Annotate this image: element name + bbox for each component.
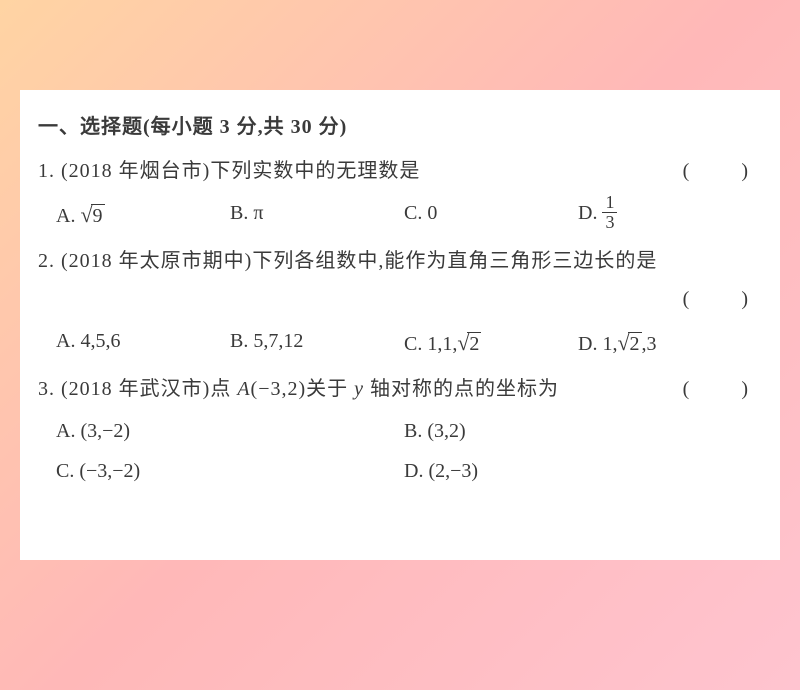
q2-c-prefix: C. 1,1, <box>404 333 457 355</box>
q3-option-a: A. (3,−2) <box>56 412 404 450</box>
q2-d-prefix: D. 1, <box>578 333 617 355</box>
q1-blank-paren: ( ) <box>683 152 752 190</box>
q3-blank-paren: ( ) <box>683 370 752 408</box>
q1-stem-line: 1. (2018 年烟台市)下列实数中的无理数是 ( ) <box>38 152 752 190</box>
q3-option-b: B. (3,2) <box>404 412 752 450</box>
q2-d-radicand: 2 <box>628 332 642 355</box>
q3-option-c: C. (−3,−2) <box>56 452 404 490</box>
q2-d-suffix: ,3 <box>642 333 657 355</box>
q3-stem-mid: (−3,2)关于 <box>251 378 355 400</box>
q1-a-prefix: A. <box>56 205 80 227</box>
question-1: 1. (2018 年烟台市)下列实数中的无理数是 ( ) A. √9 B. π … <box>38 152 752 236</box>
section-title: 一、选择题(每小题 3 分,共 30 分) <box>38 108 752 146</box>
q1-options: A. √9 B. π C. 0 D. 13 <box>56 194 752 236</box>
sqrt-icon: √2 <box>457 322 481 364</box>
q3-stem-line: 3. (2018 年武汉市)点 A(−3,2)关于 y 轴对称的点的坐标为 ( … <box>38 370 752 408</box>
q3-options: A. (3,−2) B. (3,2) C. (−3,−2) D. (2,−3) <box>56 412 752 492</box>
q2-option-b: B. 5,7,12 <box>230 322 404 364</box>
q3-stem: 3. (2018 年武汉市)点 A(−3,2)关于 y 轴对称的点的坐标为 <box>38 370 559 408</box>
q3-axis: y <box>354 378 364 400</box>
q2-stem: 2. (2018 年太原市期中)下列各组数中,能作为直角三角形三边长的是 <box>38 242 752 280</box>
q3-stem-before: 3. (2018 年武汉市)点 <box>38 378 237 400</box>
q1-option-b: B. π <box>230 194 404 236</box>
q2-c-radicand: 2 <box>467 332 481 355</box>
q1-d-num: 1 <box>602 193 617 213</box>
q1-d-prefix: D. <box>578 202 602 224</box>
q2-option-c: C. 1,1,√2 <box>404 322 578 364</box>
q1-option-a: A. √9 <box>56 194 230 236</box>
q2-option-d: D. 1,√2,3 <box>578 322 752 364</box>
sqrt-icon: √9 <box>80 194 104 236</box>
fraction-icon: 13 <box>602 193 617 232</box>
q3-point-name: A <box>237 378 250 400</box>
sqrt-icon: √2 <box>617 322 641 364</box>
q3-stem-after: 轴对称的点的坐标为 <box>364 378 559 400</box>
question-2: 2. (2018 年太原市期中)下列各组数中,能作为直角三角形三边长的是 ( )… <box>38 242 752 364</box>
q1-stem: 1. (2018 年烟台市)下列实数中的无理数是 <box>38 152 420 190</box>
q2-options: A. 4,5,6 B. 5,7,12 C. 1,1,√2 D. 1,√2,3 <box>56 322 752 364</box>
exam-page: 一、选择题(每小题 3 分,共 30 分) 1. (2018 年烟台市)下列实数… <box>20 90 780 560</box>
q2-option-a: A. 4,5,6 <box>56 322 230 364</box>
q3-option-d: D. (2,−3) <box>404 452 752 490</box>
q2-blank-paren: ( ) <box>683 280 752 318</box>
q1-d-den: 3 <box>602 213 617 232</box>
q1-a-radicand: 9 <box>91 204 105 227</box>
q1-option-d: D. 13 <box>578 194 752 236</box>
q2-paren-line: ( ) <box>38 280 752 318</box>
q1-option-c: C. 0 <box>404 194 578 236</box>
question-3: 3. (2018 年武汉市)点 A(−3,2)关于 y 轴对称的点的坐标为 ( … <box>38 370 752 492</box>
